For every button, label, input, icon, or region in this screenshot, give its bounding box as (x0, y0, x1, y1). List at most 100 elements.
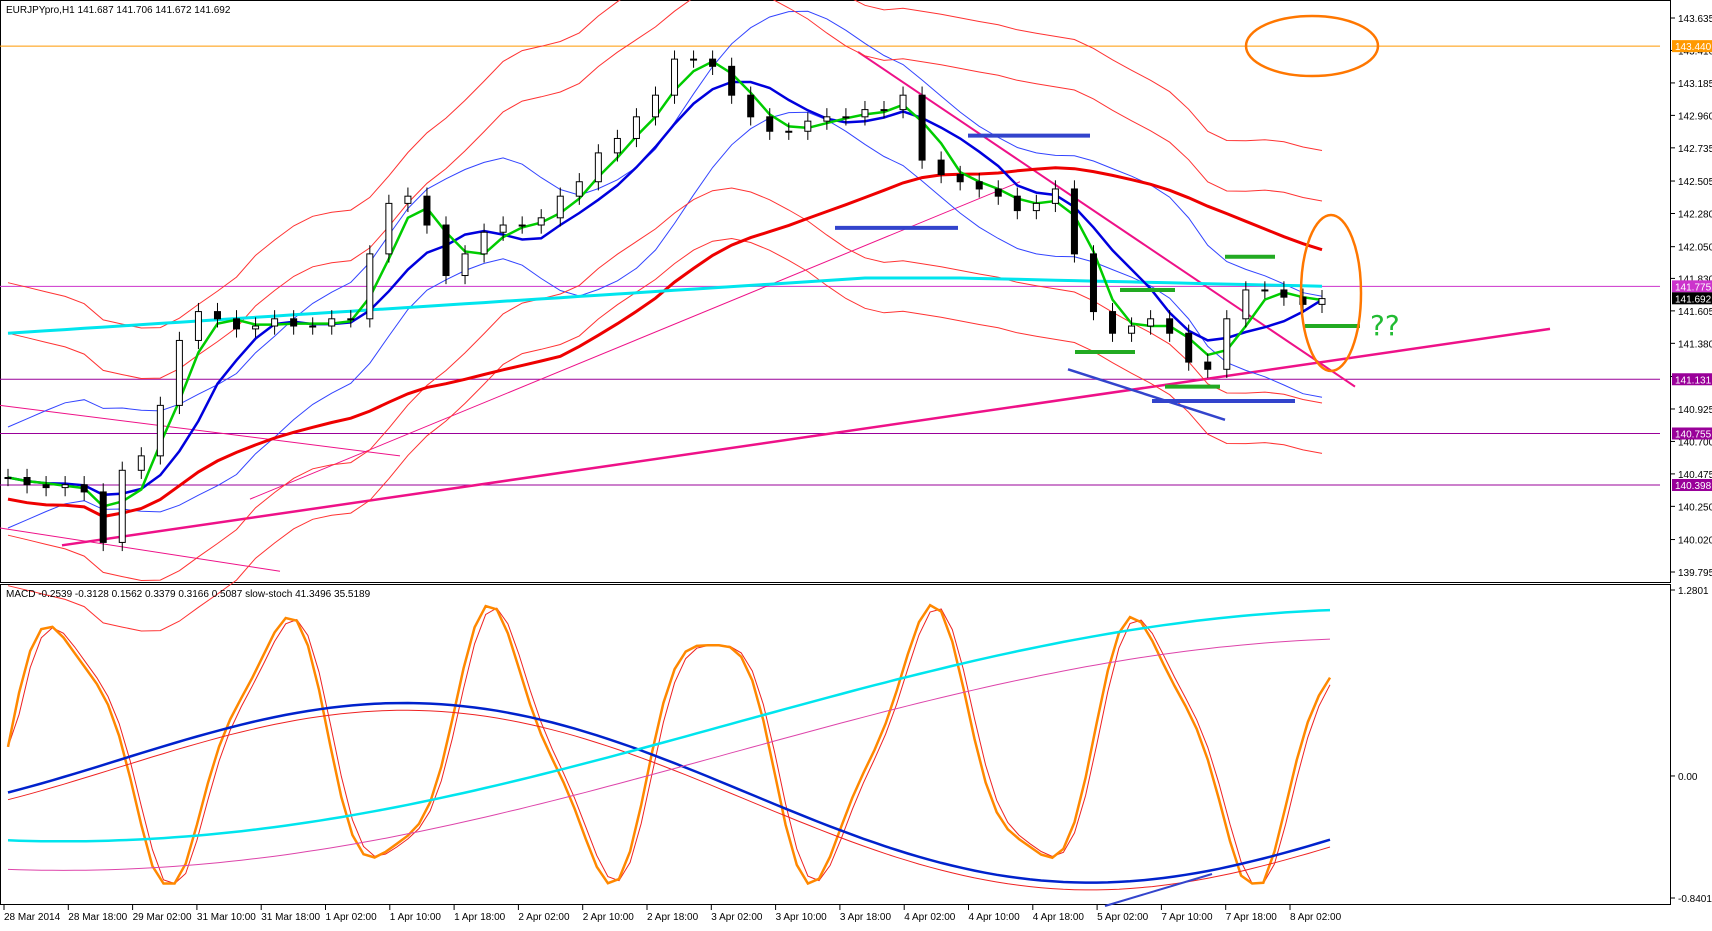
candlestick (1051, 180, 1059, 213)
macd-slow-signal-line (7, 638, 1331, 871)
candle-body (975, 181, 983, 190)
blue-trend-marker (1067, 368, 1226, 421)
candlestick (690, 50, 698, 68)
candlestick (1128, 317, 1136, 342)
candle-body (842, 116, 850, 119)
candle-body (252, 325, 260, 330)
candlestick (575, 173, 583, 205)
candle-body (233, 318, 241, 330)
price-tick-label: 141.830 (1678, 274, 1712, 285)
candle-body (461, 253, 469, 277)
candle-body (1147, 318, 1155, 327)
price-tag-bg (1672, 292, 1712, 305)
candle-body (1204, 361, 1212, 370)
candlestick (594, 144, 602, 191)
candlestick (1089, 245, 1097, 321)
candle-body (42, 484, 50, 489)
time-tick-label: 1 Apr 18:00 (454, 912, 506, 923)
candlestick (728, 57, 736, 104)
candlestick (537, 209, 545, 234)
price-tick-label: 140.475 (1678, 470, 1712, 481)
candle-body (918, 94, 926, 161)
candle-body (1070, 188, 1078, 255)
trendline-minor (0, 527, 281, 572)
candle-body (1280, 289, 1288, 298)
candle-body (537, 217, 545, 226)
annotation-ellipse (1244, 14, 1380, 78)
candle-body (575, 181, 583, 197)
candlestick (480, 223, 488, 263)
candle-body (518, 224, 526, 227)
time-tick-label: 7 Apr 10:00 (1161, 912, 1213, 923)
stoch-line (6, 603, 1332, 886)
candlestick (404, 187, 412, 213)
candlestick (99, 483, 107, 552)
indicator-panel-header: MACD -0.2539 -0.3128 0.1562 0.3379 0.316… (6, 589, 371, 600)
candle-body (137, 455, 145, 471)
candlestick (785, 122, 793, 140)
time-tick-label: 1 Apr 10:00 (390, 912, 442, 923)
candlestick (1204, 353, 1212, 378)
candlestick (671, 50, 679, 104)
candle-body (709, 58, 717, 67)
candle-body (442, 224, 450, 277)
candlestick (651, 86, 659, 126)
price-tick-label: 142.735 (1678, 144, 1712, 155)
candle-body (175, 339, 183, 406)
candle-body (328, 318, 336, 327)
price-panel-frame (0, 0, 1671, 583)
candlestick (385, 194, 393, 263)
indicator-panel-frame (0, 584, 1671, 905)
candlestick (994, 180, 1002, 205)
candlestick (423, 187, 431, 234)
candle-body (651, 94, 659, 118)
price-tag-label: 141.775 (1675, 282, 1712, 293)
candle-body (1051, 188, 1059, 204)
candlestick (632, 108, 640, 148)
time-tick-label: 2 Apr 02:00 (518, 912, 570, 923)
time-tick-label: 3 Apr 18:00 (840, 912, 892, 923)
candlestick (309, 317, 317, 335)
candlestick (42, 476, 50, 497)
candlestick (956, 165, 964, 191)
candle-body (880, 109, 888, 112)
candle-body (804, 120, 812, 132)
candle-body (1242, 289, 1250, 320)
candlestick (1166, 310, 1174, 342)
candlestick (1147, 310, 1155, 335)
candle-body (747, 94, 755, 118)
candle-body (499, 224, 507, 233)
candle-body (823, 116, 831, 122)
price-tag-bg (1672, 479, 1712, 492)
candlestick (1070, 180, 1078, 263)
time-tick-label: 5 Apr 02:00 (1097, 912, 1149, 923)
candlestick (747, 86, 755, 126)
time-tick-label: 4 Apr 10:00 (969, 912, 1021, 923)
candlestick (252, 317, 260, 338)
macd-signal-line (7, 709, 1331, 891)
candle-body (1032, 202, 1040, 212)
indicator-layer (6, 603, 1332, 907)
candlestick (271, 310, 279, 335)
time-tick-label: 8 Apr 02:00 (1290, 912, 1342, 923)
candle-body (1318, 298, 1326, 305)
candlestick (442, 216, 450, 285)
candlestick (899, 86, 907, 119)
indicator-tick-label: 0.00 (1678, 772, 1698, 783)
candle-body (309, 325, 317, 328)
candle-body (1128, 325, 1136, 334)
sma-fast-line (7, 60, 1323, 508)
candle-body (23, 477, 31, 486)
candlestick (1223, 310, 1231, 378)
candlestick (518, 216, 526, 234)
sma-mid-line (7, 80, 1323, 497)
candlestick (937, 151, 945, 184)
candle-body (956, 174, 964, 183)
time-tick-label: 3 Apr 10:00 (776, 912, 828, 923)
envelope-band (7, 0, 1323, 380)
candle-body (785, 130, 793, 133)
time-tick-label: 2 Apr 18:00 (647, 912, 699, 923)
candlestick (1242, 281, 1250, 328)
